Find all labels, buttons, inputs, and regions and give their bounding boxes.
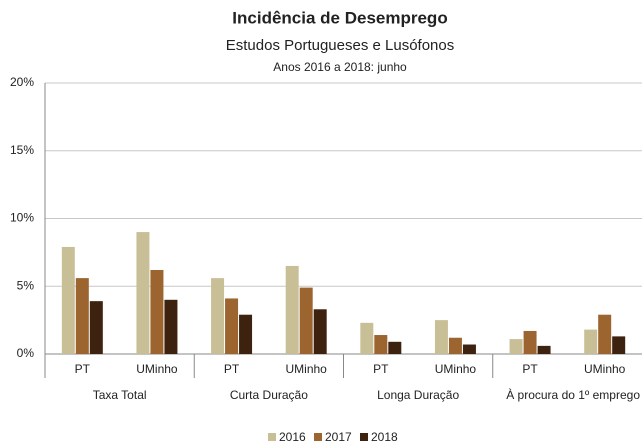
chart-title: Incidência de Desemprego	[232, 8, 447, 27]
bar	[211, 278, 225, 354]
bar	[434, 320, 448, 354]
legend-label: 2017	[325, 430, 352, 444]
x-tick-label: UMinho	[435, 362, 477, 376]
bar	[150, 269, 164, 354]
y-tick-label: 10%	[10, 211, 34, 225]
group-label: Taxa Total	[93, 388, 147, 402]
bar	[89, 301, 103, 354]
x-tick-label: UMinho	[584, 362, 626, 376]
group-label: Curta Duração	[230, 388, 308, 402]
bar	[164, 299, 178, 354]
y-tick-label: 5%	[17, 278, 35, 292]
x-tick-label: UMinho	[136, 362, 178, 376]
y-tick-label: 15%	[10, 143, 34, 157]
bar	[61, 246, 75, 354]
x-tick-label: PT	[522, 362, 538, 376]
bar	[509, 339, 523, 354]
bar	[537, 345, 551, 354]
bar	[136, 232, 150, 354]
bar	[225, 298, 239, 354]
legend-label: 2018	[371, 430, 398, 444]
bar	[313, 309, 327, 354]
bar	[598, 314, 612, 354]
bar	[285, 265, 299, 354]
bar	[448, 337, 462, 354]
y-tick-label: 0%	[17, 346, 35, 360]
x-tick-label: PT	[373, 362, 389, 376]
bar	[374, 335, 388, 354]
legend-swatch	[314, 433, 322, 441]
bar	[523, 330, 537, 354]
bar	[462, 344, 476, 354]
legend-swatch	[360, 433, 368, 441]
x-tick-label: UMinho	[286, 362, 328, 376]
x-tick-label: PT	[224, 362, 240, 376]
bar	[239, 314, 253, 354]
bar	[612, 336, 626, 354]
bar	[388, 341, 402, 354]
x-tick-label: PT	[75, 362, 91, 376]
chart-subtitle: Estudos Portugueses e Lusófonos	[226, 37, 455, 54]
chart-note: Anos 2016 a 2018: junho	[273, 60, 407, 74]
bar	[360, 322, 374, 354]
legend-swatch	[268, 433, 276, 441]
y-tick-label: 20%	[10, 75, 34, 89]
bar	[299, 287, 313, 354]
legend-label: 2016	[279, 430, 306, 444]
group-label: Longa Duração	[377, 388, 459, 402]
group-label: À procura do 1º emprego	[506, 387, 640, 402]
bar	[75, 278, 89, 354]
bar	[584, 329, 598, 354]
